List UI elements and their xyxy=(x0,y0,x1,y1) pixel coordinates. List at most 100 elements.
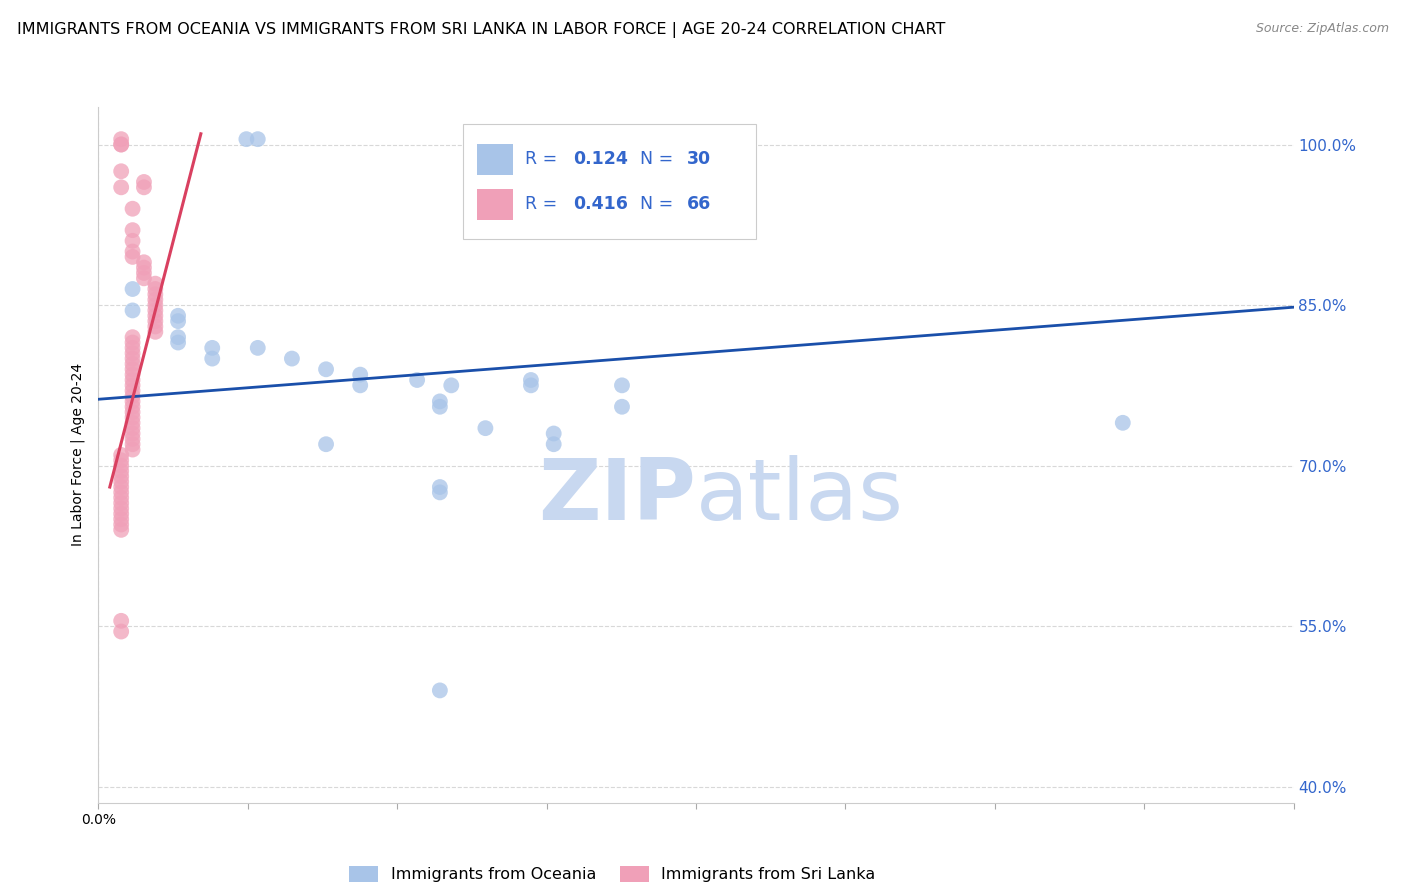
Point xyxy=(246,132,269,146)
Point xyxy=(121,223,143,237)
Point xyxy=(406,373,429,387)
Point xyxy=(121,303,143,318)
Point xyxy=(110,480,132,494)
Legend: Immigrants from Oceania, Immigrants from Sri Lanka: Immigrants from Oceania, Immigrants from… xyxy=(343,860,882,888)
Point xyxy=(121,373,143,387)
Point xyxy=(429,400,451,414)
Point xyxy=(132,180,155,194)
Point xyxy=(110,458,132,473)
Point xyxy=(121,426,143,441)
Point xyxy=(132,271,155,285)
Point xyxy=(110,507,132,521)
Point xyxy=(246,341,269,355)
Point xyxy=(1112,416,1135,430)
Point xyxy=(121,244,143,259)
Point xyxy=(167,335,190,350)
Point xyxy=(132,255,155,269)
Point xyxy=(110,496,132,510)
Point xyxy=(610,400,633,414)
Point xyxy=(543,437,565,451)
Point xyxy=(167,330,190,344)
Point xyxy=(110,485,132,500)
Y-axis label: In Labor Force | Age 20-24: In Labor Force | Age 20-24 xyxy=(70,363,86,547)
Point xyxy=(429,485,451,500)
Point xyxy=(121,437,143,451)
Point xyxy=(349,378,371,392)
Point xyxy=(132,266,155,280)
Point xyxy=(143,325,166,339)
Point xyxy=(143,298,166,312)
Point xyxy=(315,362,337,376)
Point xyxy=(429,480,451,494)
FancyBboxPatch shape xyxy=(463,124,756,239)
Text: Source: ZipAtlas.com: Source: ZipAtlas.com xyxy=(1256,22,1389,36)
Point xyxy=(110,624,132,639)
Point xyxy=(201,351,224,366)
Point xyxy=(143,319,166,334)
Text: 66: 66 xyxy=(686,195,710,213)
Point xyxy=(429,394,451,409)
Point xyxy=(440,378,463,392)
Point xyxy=(110,512,132,526)
Point xyxy=(121,400,143,414)
Point xyxy=(110,137,132,152)
Point xyxy=(474,421,496,435)
Text: R =: R = xyxy=(524,150,562,169)
Bar xyxy=(477,144,513,175)
Text: 30: 30 xyxy=(686,150,710,169)
Point xyxy=(429,683,451,698)
Point xyxy=(235,132,257,146)
Point xyxy=(143,309,166,323)
Point xyxy=(121,394,143,409)
Point xyxy=(110,164,132,178)
Point xyxy=(520,373,543,387)
Text: atlas: atlas xyxy=(696,455,904,538)
Point xyxy=(121,368,143,382)
Bar xyxy=(477,189,513,220)
Point xyxy=(110,517,132,532)
Point xyxy=(121,357,143,371)
Point xyxy=(110,132,132,146)
Point xyxy=(132,260,155,275)
Point xyxy=(143,293,166,307)
Point xyxy=(315,437,337,451)
Text: N =: N = xyxy=(640,150,679,169)
Point xyxy=(201,341,224,355)
Point xyxy=(110,448,132,462)
Point xyxy=(121,384,143,398)
Point xyxy=(121,250,143,264)
Point xyxy=(121,410,143,425)
Point xyxy=(543,426,565,441)
Point xyxy=(110,614,132,628)
Point xyxy=(143,303,166,318)
Point xyxy=(121,432,143,446)
Point xyxy=(520,378,543,392)
Point xyxy=(110,464,132,478)
Point xyxy=(281,351,304,366)
Text: IMMIGRANTS FROM OCEANIA VS IMMIGRANTS FROM SRI LANKA IN LABOR FORCE | AGE 20-24 : IMMIGRANTS FROM OCEANIA VS IMMIGRANTS FR… xyxy=(17,22,945,38)
Text: ZIP: ZIP xyxy=(538,455,696,538)
Point xyxy=(110,475,132,489)
Point xyxy=(121,341,143,355)
Point xyxy=(143,282,166,296)
Point xyxy=(121,282,143,296)
Point xyxy=(110,469,132,483)
Text: R =: R = xyxy=(524,195,562,213)
Point xyxy=(110,453,132,467)
Point xyxy=(132,175,155,189)
Point xyxy=(143,287,166,301)
Point xyxy=(121,378,143,392)
Point xyxy=(610,378,633,392)
Point xyxy=(121,389,143,403)
Point xyxy=(167,314,190,328)
Point xyxy=(121,421,143,435)
Point xyxy=(121,234,143,248)
Point xyxy=(110,137,132,152)
Point xyxy=(121,442,143,457)
Point xyxy=(121,335,143,350)
Point xyxy=(110,501,132,516)
Point xyxy=(121,351,143,366)
Point xyxy=(110,523,132,537)
Point xyxy=(121,405,143,419)
Point xyxy=(121,330,143,344)
